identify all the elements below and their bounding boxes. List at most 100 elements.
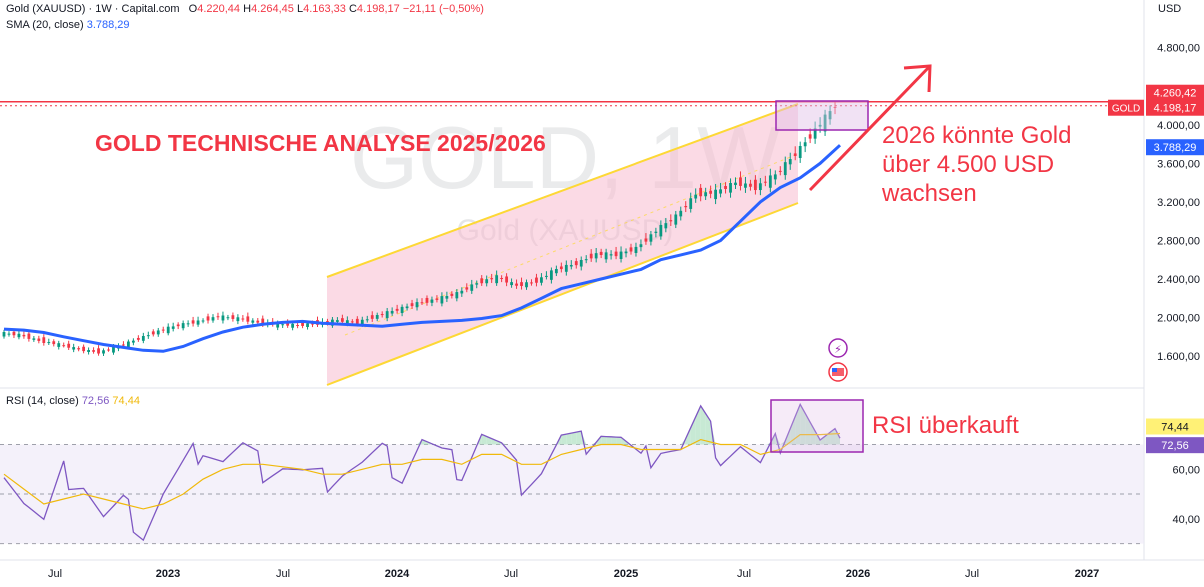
candle-body (435, 298, 439, 300)
candle-body (102, 350, 105, 354)
candle-body (112, 346, 115, 353)
candle-body (67, 343, 71, 348)
candle-body (699, 187, 703, 197)
rsi-value: 72,56 (81, 395, 110, 407)
candle-body (370, 315, 374, 319)
candle-body (778, 170, 782, 172)
candle-body (709, 190, 713, 194)
candle-body (664, 223, 668, 229)
last-tag-bg (1146, 99, 1204, 116)
flag-stripes (832, 368, 844, 376)
candle-body (42, 337, 46, 343)
candle-body (455, 292, 459, 299)
forecast-arrow (808, 64, 932, 192)
candle-body (659, 224, 663, 237)
rsi-tick-1: 60,00 (1172, 464, 1200, 476)
candle-body (639, 244, 643, 248)
candle-body (619, 251, 623, 259)
candle-body (515, 283, 518, 286)
candle-body (211, 317, 215, 321)
candle-body (131, 340, 135, 343)
candle-body (206, 316, 210, 321)
candle-body (783, 162, 787, 176)
candle-body (440, 296, 444, 304)
price-tick-5: 3.600,00 (1157, 158, 1200, 170)
ohlc-close: 4.198,17 (356, 3, 400, 15)
lightning-glyph: ⚡ (834, 344, 842, 356)
candle-body (62, 345, 66, 347)
sma-tag-text: 3.788,29 (1154, 142, 1197, 154)
candle-body (554, 268, 558, 274)
candle-body (684, 206, 688, 208)
rsi-tag-text: 72,56 (1161, 440, 1189, 452)
candle-body (27, 333, 31, 339)
candle-body (350, 321, 354, 323)
candle-body (485, 279, 489, 284)
candle-body (181, 323, 185, 329)
arrow-shaft (808, 64, 932, 192)
candle-body (97, 348, 100, 354)
candle-body (470, 284, 474, 291)
sma-value: 3.788,29 (86, 19, 130, 31)
candle-body (803, 142, 807, 147)
candle-body (87, 350, 90, 352)
rsi-ob-fill (700, 405, 706, 445)
candle-body (281, 324, 285, 326)
candle-body (57, 343, 61, 347)
ohlc-close-label: C (348, 3, 357, 15)
candle-body (798, 145, 802, 159)
sma-line (3, 144, 842, 353)
candle-body (614, 251, 618, 257)
candle-body (425, 297, 429, 303)
price-tick-0: 1.600,00 (1157, 351, 1200, 363)
candle-body (465, 287, 469, 290)
rsi-ob-fill (775, 433, 781, 445)
ohlc-open-label: O (188, 3, 198, 15)
rsi-label[interactable]: RSI (14, close) (6, 395, 79, 407)
price-tick-1: 2.000,00 (1157, 313, 1200, 325)
sma-label[interactable]: SMA (20, close) (6, 19, 84, 31)
time-tick-1: 2023 (156, 568, 180, 580)
annotation-line1: 2026 könnte Gold (882, 122, 1071, 149)
candle-body (306, 323, 309, 327)
sma-tag-bg (1146, 139, 1204, 156)
candle-body (127, 341, 130, 348)
rsi-ob-fill (616, 437, 622, 445)
currency-label: USD (1158, 3, 1182, 15)
ohlc-change: −21,11 (−0,50%) (402, 3, 484, 15)
candle-body (734, 182, 737, 186)
price-tick-2: 2.400,00 (1157, 274, 1200, 286)
rsi-ob-fill (601, 436, 607, 445)
candle-body (415, 302, 419, 308)
candle-body (326, 321, 329, 323)
candle-body (674, 214, 678, 225)
rsi-ob-fill (690, 416, 696, 445)
candle-body (754, 179, 757, 191)
rsi-ob-fill (481, 434, 487, 445)
candle-body (545, 275, 548, 277)
candle-body (296, 325, 299, 327)
candle-body (52, 341, 56, 345)
candle-body (714, 189, 717, 200)
candle-body (525, 282, 528, 288)
rsi-ob-fill (680, 438, 686, 445)
candle-body (549, 270, 553, 280)
rsi-ob-fill (193, 443, 199, 445)
rsi-ob-fill (810, 422, 816, 445)
high-tag-bg (1146, 84, 1204, 101)
candle-body (395, 308, 399, 311)
candle-body (430, 299, 434, 303)
candle-body (32, 338, 36, 340)
candle-body (77, 348, 81, 350)
time-tick-0: Jul (48, 568, 62, 580)
symbol-label[interactable]: Gold (XAUUSD) · 1W · Capital.com (6, 3, 180, 15)
rsi-tag-bg (1146, 437, 1204, 454)
rsi-ob-fill (820, 436, 826, 445)
time-tick-7: 2026 (846, 568, 870, 580)
ohlc-open: 4.220,44 (197, 3, 241, 15)
legend-sma: SMA (20, close) 3.788,29 (6, 19, 130, 31)
legend-rsi: RSI (14, close) 72,56 74,44 (6, 395, 140, 407)
rsi-line (3, 402, 841, 542)
candle-body (420, 302, 424, 304)
